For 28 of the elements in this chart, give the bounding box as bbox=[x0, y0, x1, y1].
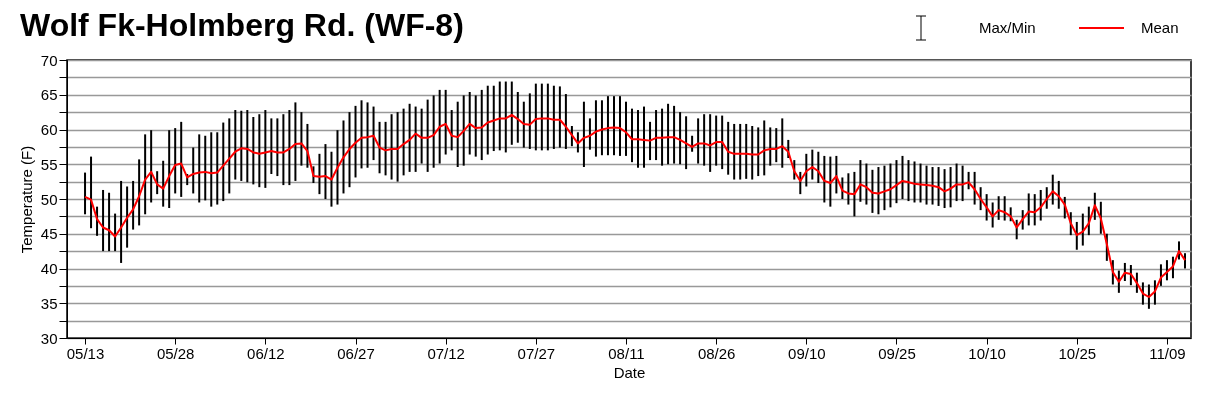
x-tick-label: 10/25 bbox=[1058, 344, 1097, 362]
y-tick-label: 50 bbox=[40, 190, 58, 208]
x-tick-label: 07/12 bbox=[427, 344, 465, 362]
x-tick-label: 10/10 bbox=[968, 344, 1006, 362]
legend-label: Mean bbox=[1141, 19, 1179, 36]
text: Max/Min bbox=[979, 19, 1036, 36]
y-tick-label: 40 bbox=[40, 260, 58, 277]
y-tick-label: 60 bbox=[40, 121, 58, 138]
x-tick-label: 09/25 bbox=[878, 344, 916, 362]
x-tick-label: 07/27 bbox=[517, 344, 556, 362]
x-tick-label: 05/13 bbox=[66, 344, 105, 362]
x-tick-label: 05/28 bbox=[156, 344, 195, 362]
y-tick-label: 65 bbox=[40, 86, 58, 104]
x-tick-label: 06/12 bbox=[247, 344, 285, 362]
chart-title: Wolf Fk-Holmberg Rd. (WF-8) bbox=[20, 7, 464, 43]
y-tick-label: 70 bbox=[40, 51, 58, 69]
x-tick-label: 09/10 bbox=[788, 344, 826, 362]
x-axis-title: Date bbox=[613, 363, 646, 381]
x-tick-label: 08/26 bbox=[697, 344, 736, 362]
x-tick-label: 11/09 bbox=[1149, 344, 1186, 362]
y-tick-label: 45 bbox=[40, 225, 58, 243]
y-tick-label: 55 bbox=[40, 155, 58, 173]
line-series bbox=[84, 113, 1186, 298]
y-axis-title: Temperature (F) bbox=[17, 145, 35, 254]
x-tick-label: 08/11 bbox=[608, 344, 645, 362]
y-tick-label: 30 bbox=[40, 329, 58, 347]
y-tick-label: 35 bbox=[40, 294, 58, 312]
x-tick-label: 06/27 bbox=[337, 344, 375, 362]
